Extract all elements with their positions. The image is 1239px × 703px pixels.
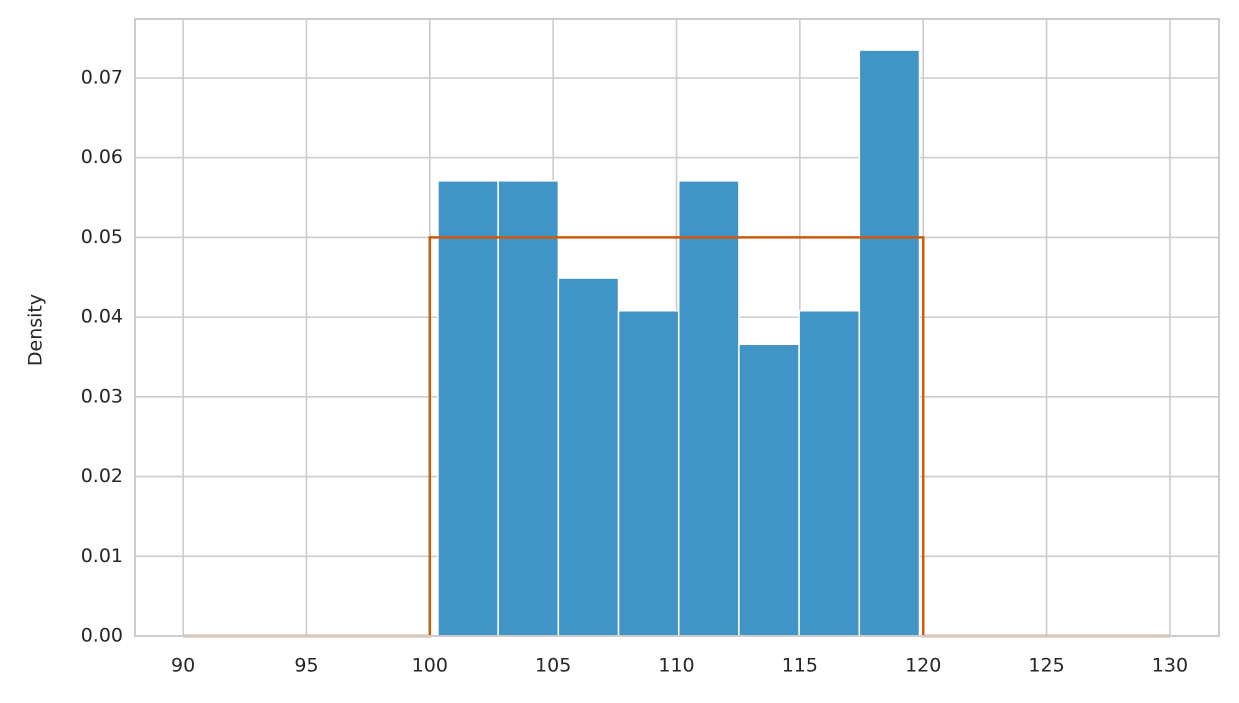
- x-tick-label: 90: [171, 655, 195, 677]
- x-tick-label: 95: [294, 655, 318, 677]
- y-tick-label: 0.06: [81, 146, 123, 168]
- bar: [437, 180, 499, 637]
- y-tick-label: 0.07: [81, 66, 123, 88]
- bar: [617, 310, 680, 637]
- y-tick-label: 0.00: [81, 625, 123, 647]
- x-tick-label: 130: [1152, 655, 1188, 677]
- y-tick-label: 0.04: [81, 306, 123, 328]
- x-tick-label: 110: [658, 655, 694, 677]
- x-tick-label: 115: [782, 655, 818, 677]
- x-tick-label: 120: [905, 655, 941, 677]
- bar: [738, 343, 800, 637]
- x-tick-label: 125: [1028, 655, 1064, 677]
- bar: [677, 180, 740, 637]
- y-tick-label: 0.03: [81, 385, 123, 407]
- y-tick-label: 0.01: [81, 545, 123, 567]
- plot-frame: [134, 18, 1220, 637]
- y-tick-label: 0.05: [81, 226, 123, 248]
- bar: [798, 310, 861, 637]
- bar: [497, 180, 560, 637]
- y-tick-label: 0.02: [81, 465, 123, 487]
- bar: [858, 49, 921, 637]
- bar: [557, 277, 620, 637]
- y-axis-label: Density: [25, 294, 47, 366]
- x-tick-label: 100: [412, 655, 448, 677]
- x-tick-label: 105: [535, 655, 571, 677]
